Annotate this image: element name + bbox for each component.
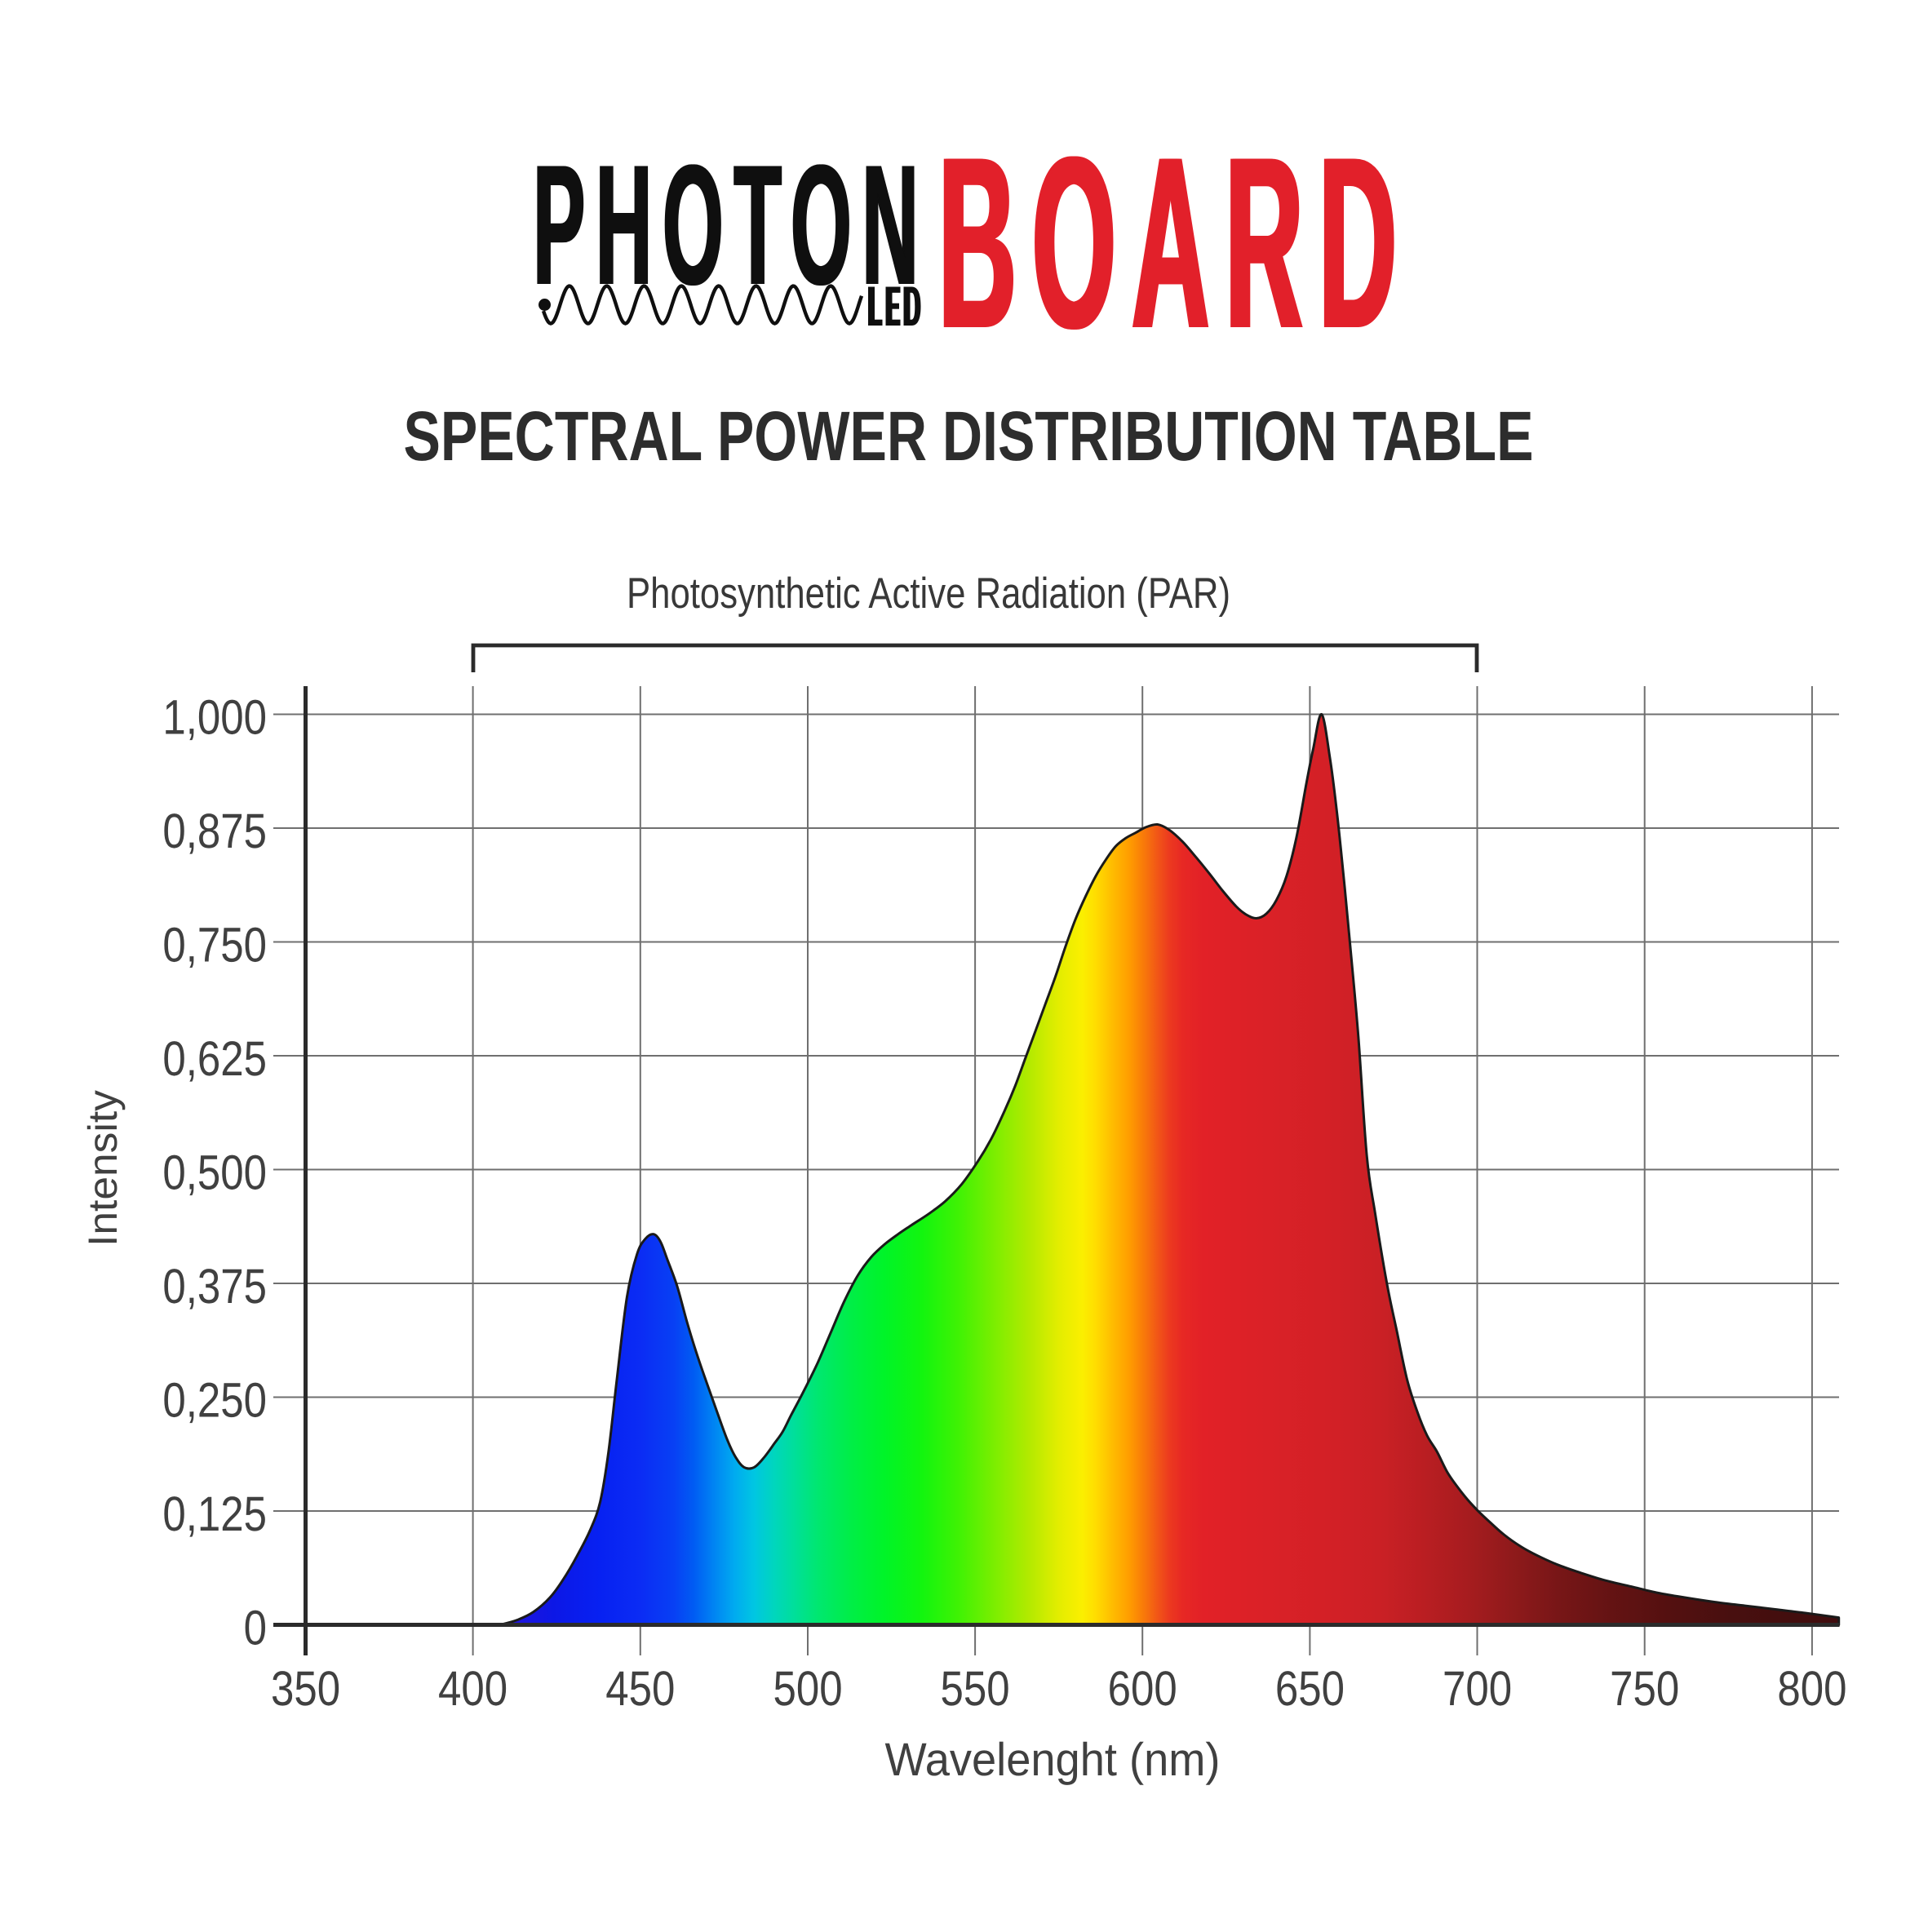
svg-text:0,500: 0,500 [162, 1145, 267, 1200]
svg-text:700: 700 [1443, 1661, 1512, 1716]
svg-text:Wavelenght (nm): Wavelenght (nm) [885, 1734, 1221, 1786]
svg-text:350: 350 [271, 1661, 340, 1716]
svg-text:0,875: 0,875 [162, 804, 267, 858]
svg-text:BOARD: BOARD [941, 105, 1415, 379]
svg-text:PHOTON: PHOTON [532, 129, 928, 321]
svg-text:650: 650 [1275, 1661, 1345, 1716]
svg-text:750: 750 [1610, 1661, 1679, 1716]
svg-text:BOARD: BOARD [939, 105, 1413, 379]
svg-text:1,000: 1,000 [162, 690, 267, 745]
svg-text:BOARD: BOARD [937, 105, 1411, 379]
svg-text:0: 0 [244, 1601, 267, 1655]
svg-text:0,375: 0,375 [162, 1259, 267, 1314]
svg-text:550: 550 [941, 1661, 1010, 1716]
svg-text:Intensity: Intensity [80, 1090, 126, 1247]
svg-text:800: 800 [1777, 1661, 1846, 1716]
svg-text:600: 600 [1108, 1661, 1177, 1716]
svg-text:PHOTON: PHOTON [534, 129, 930, 321]
svg-text:Photosynthetic Active Radiatio: Photosynthetic Active Radiation (PAR) [627, 569, 1230, 618]
svg-text:SPECTRAL POWER DISTRIBUTION TA: SPECTRAL POWER DISTRIBUTION TABLE [404, 397, 1534, 476]
svg-text:450: 450 [605, 1661, 675, 1716]
svg-text:0,625: 0,625 [162, 1031, 267, 1086]
svg-text:500: 500 [773, 1661, 842, 1716]
svg-text:0,125: 0,125 [162, 1487, 267, 1541]
svg-text:0,750: 0,750 [162, 918, 267, 973]
svg-text:0,250: 0,250 [162, 1373, 267, 1428]
svg-text:400: 400 [438, 1661, 507, 1716]
